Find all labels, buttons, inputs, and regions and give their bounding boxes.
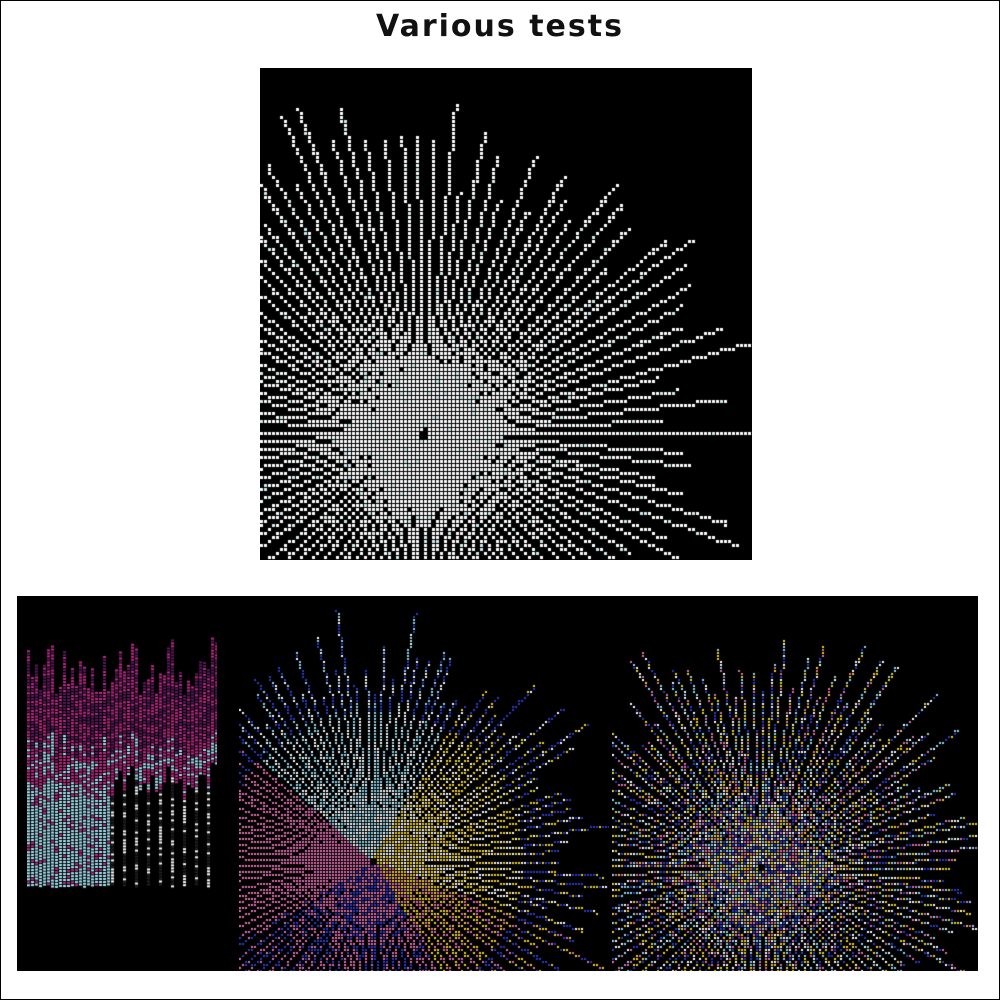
starburst-colored-canvas <box>239 601 609 971</box>
starburst-mixed-canvas <box>612 601 978 971</box>
top-image-panel <box>260 68 752 560</box>
bottom-image-panel <box>17 596 978 971</box>
page-title: Various tests <box>376 9 624 44</box>
vertical-streaks-canvas <box>27 626 217 916</box>
starburst-white-canvas <box>260 68 752 560</box>
